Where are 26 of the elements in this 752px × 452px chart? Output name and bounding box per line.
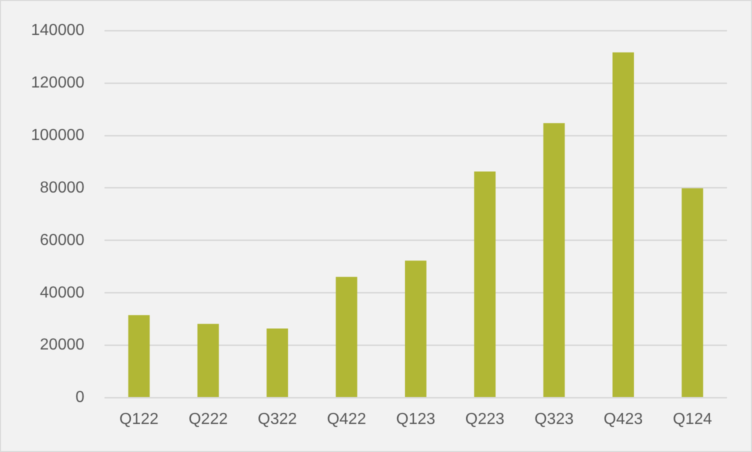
y-tick-label: 60000 (40, 232, 84, 249)
y-tick-label: 40000 (40, 284, 84, 302)
bar (404, 260, 426, 398)
y-tick-label: 80000 (40, 179, 84, 196)
x-tick-label: Q123 (396, 410, 436, 428)
bar (128, 315, 150, 398)
x-tick-label: Q322 (258, 410, 298, 428)
y-tick-label: 100000 (31, 126, 84, 144)
x-tick-label: Q422 (326, 410, 366, 428)
y-tick-label: 20000 (40, 336, 84, 354)
y-tick-label: 0 (75, 389, 84, 406)
x-tick-label: Q222 (188, 410, 228, 428)
x-tick-label: Q423 (604, 410, 643, 428)
bar (474, 171, 496, 398)
x-tick-label: Q323 (534, 410, 574, 428)
bar (682, 188, 704, 398)
bar (612, 52, 634, 398)
bar (336, 276, 358, 398)
x-tick-label: Q122 (119, 410, 159, 428)
x-tick-label: Q223 (465, 410, 505, 428)
bar (197, 324, 219, 398)
bar (543, 123, 565, 398)
x-tick-label: Q124 (672, 410, 712, 428)
y-tick-label: 120000 (31, 74, 84, 92)
bar (266, 328, 288, 398)
y-tick-label: 140000 (31, 22, 84, 40)
